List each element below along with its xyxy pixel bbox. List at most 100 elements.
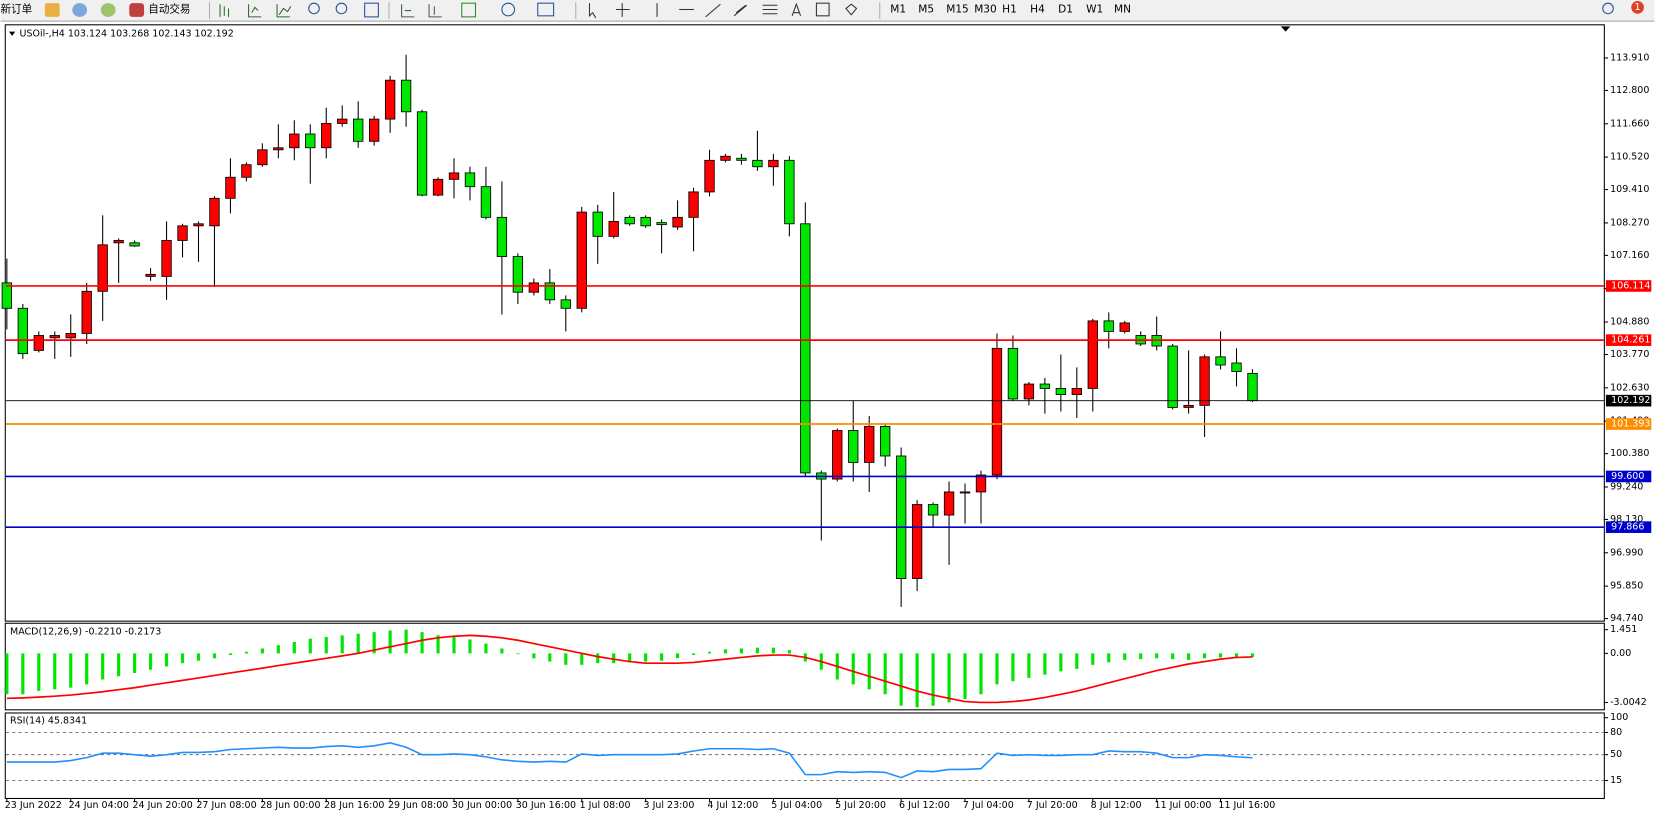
timeframe-button[interactable]: H4 bbox=[1030, 3, 1045, 15]
chart-shift-marker[interactable] bbox=[1280, 26, 1291, 32]
y-tick-label: 109.410 bbox=[1610, 184, 1649, 195]
y-tick-label: 103.770 bbox=[1610, 349, 1649, 360]
icon[interactable] bbox=[335, 2, 348, 15]
icon[interactable] bbox=[100, 3, 116, 17]
x-tick-label: 11 Jul 00:00 bbox=[1155, 800, 1212, 811]
candle-body bbox=[800, 223, 811, 474]
icon[interactable] bbox=[705, 3, 721, 18]
candle-body bbox=[864, 426, 875, 463]
icon[interactable] bbox=[276, 4, 292, 18]
candle-body bbox=[273, 147, 284, 151]
macd-bar bbox=[356, 633, 360, 654]
macd-bar bbox=[196, 653, 201, 661]
candle-body bbox=[33, 335, 44, 351]
x-tick-label: 6 Jul 12:00 bbox=[899, 800, 950, 811]
candle-body bbox=[1215, 356, 1226, 366]
icon[interactable] bbox=[501, 2, 516, 17]
icon[interactable] bbox=[72, 3, 88, 17]
icon[interactable] bbox=[845, 3, 858, 16]
icon[interactable] bbox=[815, 2, 830, 17]
timeframe-button[interactable]: M15 bbox=[946, 3, 969, 15]
x-tick-label: 28 Jun 00:00 bbox=[260, 800, 320, 811]
timeframe-button[interactable]: W1 bbox=[1086, 3, 1103, 15]
timeframe-button[interactable]: D1 bbox=[1058, 3, 1073, 15]
macd-bar bbox=[1107, 653, 1111, 663]
macd-bar bbox=[707, 651, 712, 654]
icon[interactable] bbox=[219, 4, 230, 17]
candle-body bbox=[1071, 388, 1082, 395]
notification-count: 1 bbox=[1635, 2, 1641, 13]
macd-bar bbox=[1171, 653, 1175, 660]
macd-bar bbox=[787, 650, 791, 654]
timeframe-button[interactable]: H1 bbox=[1002, 3, 1017, 15]
macd-bar bbox=[53, 653, 57, 690]
timeframe-button[interactable]: M5 bbox=[918, 3, 934, 15]
icon[interactable] bbox=[615, 3, 630, 17]
icon[interactable] bbox=[733, 4, 748, 17]
candle-body bbox=[512, 256, 524, 293]
timeframe-button[interactable]: M30 bbox=[974, 3, 997, 15]
price-label: 104.261 bbox=[1611, 335, 1650, 346]
x-tick-label: 24 Jun 20:00 bbox=[133, 800, 193, 811]
icon[interactable] bbox=[248, 4, 262, 18]
y-tick-label: -3.0042 bbox=[1610, 697, 1647, 708]
macd-bar bbox=[1234, 653, 1239, 657]
candle-body bbox=[943, 491, 955, 516]
macd-bar bbox=[149, 653, 153, 670]
macd-bar bbox=[1011, 653, 1015, 682]
macd-bar bbox=[276, 645, 280, 654]
x-tick-label: 5 Jul 20:00 bbox=[835, 800, 886, 811]
icon[interactable] bbox=[461, 2, 477, 18]
candle-body bbox=[416, 111, 428, 196]
candle-body bbox=[1247, 372, 1258, 402]
x-tick-label: 24 Jun 04:00 bbox=[69, 800, 129, 811]
price-label-box bbox=[1605, 470, 1652, 483]
search-icon[interactable] bbox=[1602, 2, 1614, 15]
candle-body bbox=[321, 123, 332, 149]
price-label-box bbox=[1605, 394, 1652, 407]
candle-body bbox=[576, 211, 587, 309]
icon[interactable] bbox=[588, 3, 597, 19]
icon[interactable] bbox=[428, 4, 442, 18]
macd-bar bbox=[117, 653, 121, 677]
macd-bar bbox=[979, 653, 983, 695]
macd-bar bbox=[628, 653, 632, 663]
candle-body bbox=[368, 118, 380, 142]
y-tick-label: 0.00 bbox=[1610, 648, 1631, 659]
icon[interactable] bbox=[762, 4, 778, 15]
candle-body bbox=[464, 172, 476, 188]
icon[interactable] bbox=[537, 2, 555, 17]
icon[interactable] bbox=[308, 2, 320, 15]
auto-trade-icon[interactable] bbox=[129, 3, 145, 17]
macd-bar bbox=[164, 653, 169, 667]
macd-bar bbox=[931, 653, 935, 706]
icon[interactable] bbox=[791, 2, 802, 17]
timeframe-button[interactable]: MN bbox=[1114, 3, 1131, 15]
y-tick-label: 80 bbox=[1610, 727, 1622, 738]
notification-badge[interactable] bbox=[1631, 1, 1644, 14]
icon[interactable] bbox=[44, 3, 60, 17]
macd-bar bbox=[1155, 653, 1159, 659]
macd-bar bbox=[899, 653, 903, 706]
macd-bar bbox=[37, 653, 41, 691]
candle-body bbox=[225, 176, 236, 199]
x-tick-label: 4 Jul 12:00 bbox=[707, 800, 758, 811]
price-label: 106.114 bbox=[1611, 280, 1650, 291]
macd-bar bbox=[1043, 653, 1047, 675]
candle-body bbox=[97, 244, 108, 292]
menu-arrow[interactable] bbox=[8, 31, 16, 36]
macd-bar bbox=[1091, 653, 1095, 665]
timeframe-button[interactable]: M1 bbox=[890, 3, 906, 15]
icon[interactable] bbox=[401, 4, 415, 18]
icon[interactable] bbox=[364, 2, 379, 18]
candle-body bbox=[592, 211, 603, 237]
auto-trade-button[interactable]: 自动交易 bbox=[148, 2, 190, 15]
candle-body bbox=[496, 216, 508, 257]
macd-bar bbox=[308, 638, 312, 654]
new-order-button[interactable]: 新订单 bbox=[1, 2, 33, 15]
macd-bar bbox=[612, 653, 616, 664]
macd-bar bbox=[101, 653, 105, 680]
rsi-panel bbox=[4, 712, 1605, 800]
candle-body bbox=[1199, 356, 1210, 406]
price-label: 97.866 bbox=[1611, 522, 1644, 533]
